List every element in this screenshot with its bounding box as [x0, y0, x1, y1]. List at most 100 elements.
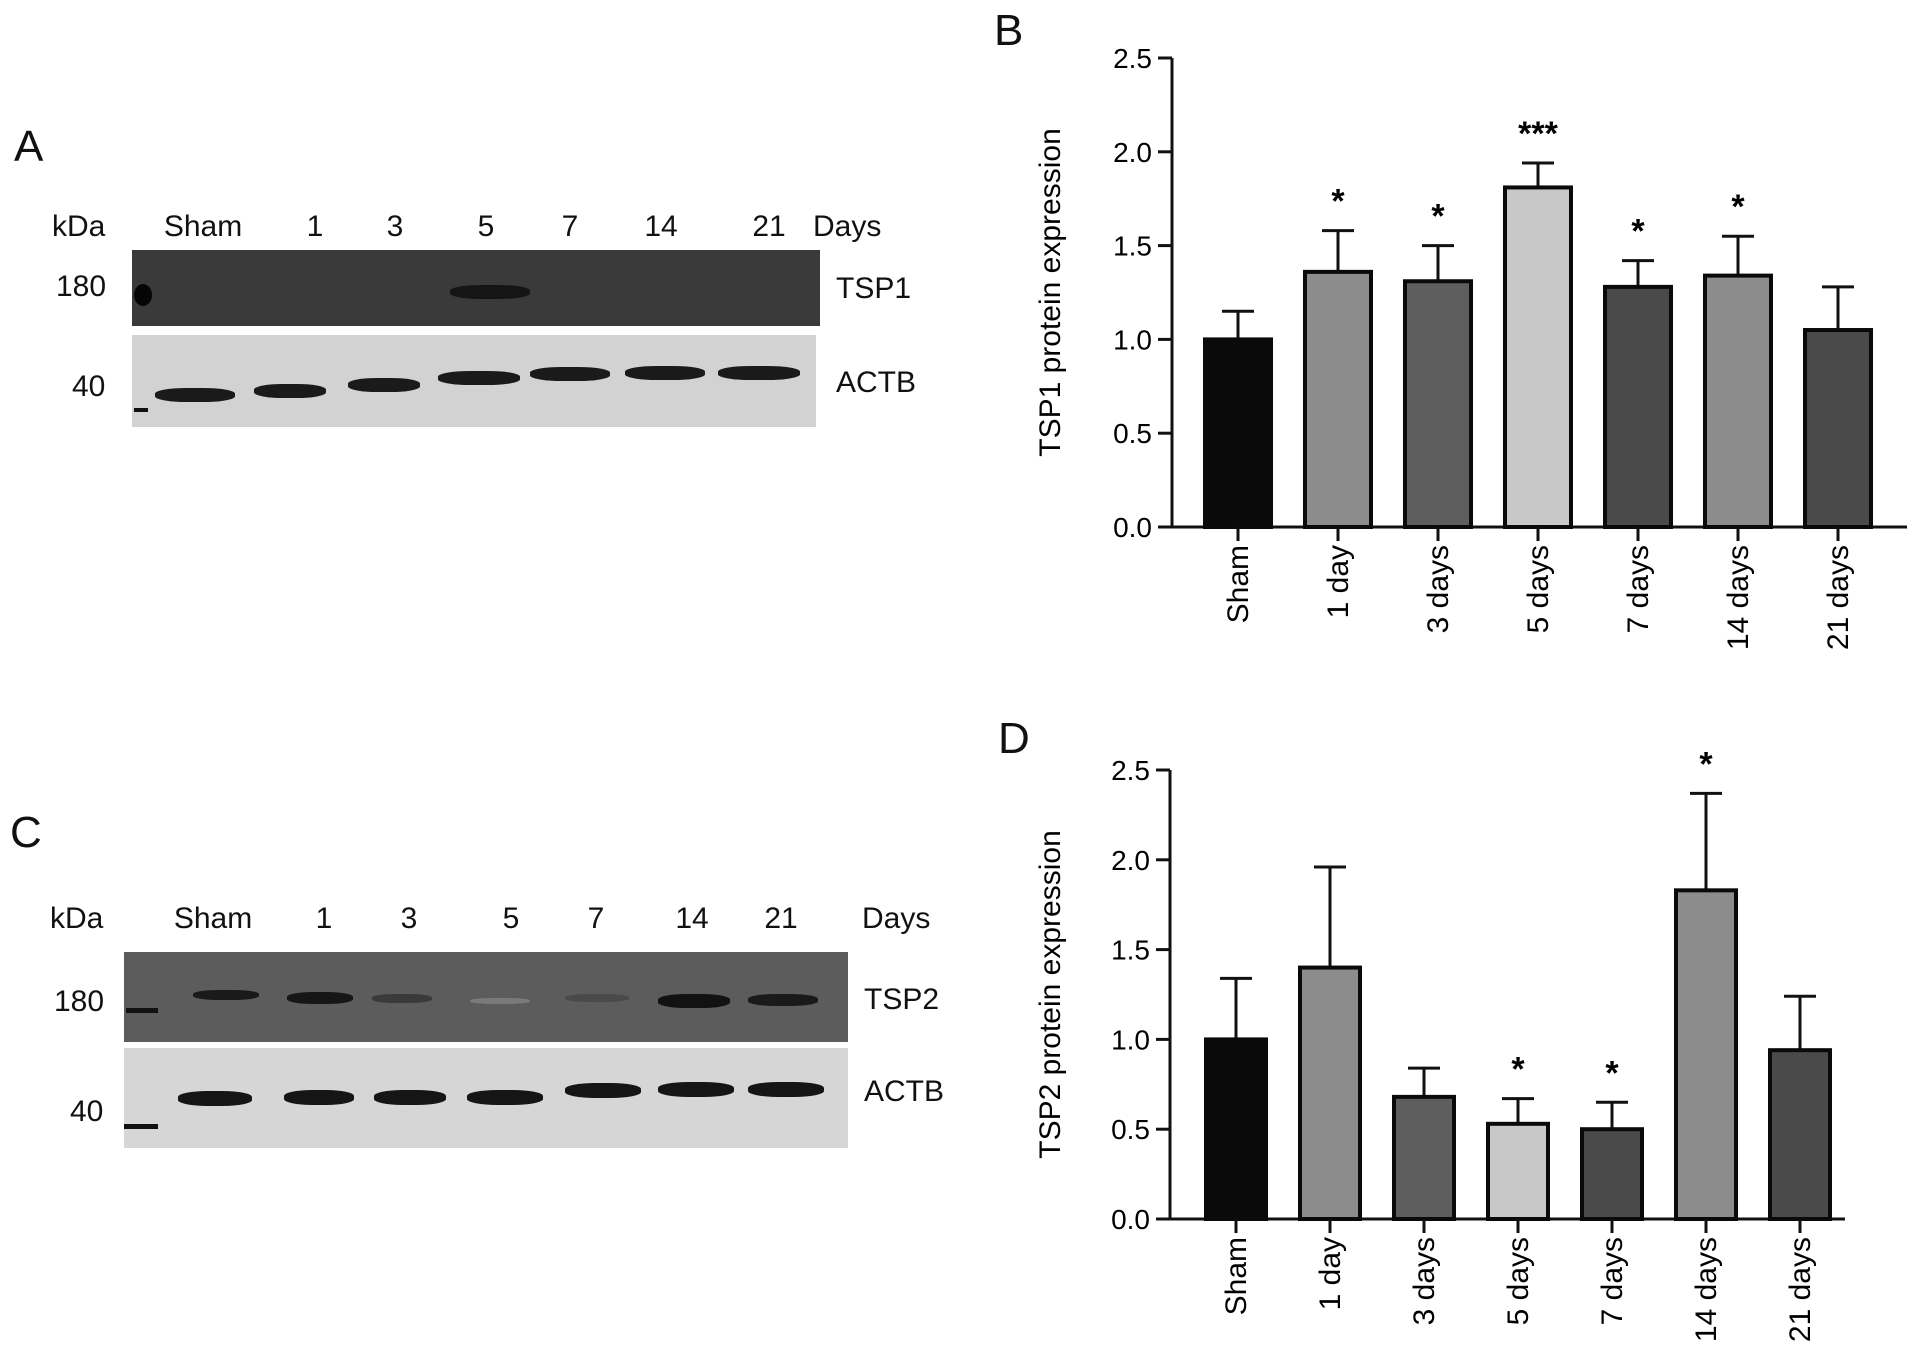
marker-dot — [134, 284, 152, 306]
days-label-c: Days — [862, 902, 931, 935]
lane-label: 5 — [477, 210, 495, 243]
lane-label: Sham — [163, 210, 243, 243]
bar — [1580, 1127, 1644, 1222]
x-tick-label: 14 days — [1722, 545, 1755, 650]
lane-label: 7 — [587, 902, 605, 935]
tsp2-band — [470, 998, 530, 1004]
lane-label: 14 — [675, 902, 709, 935]
x-tick-label: 5 days — [1502, 1237, 1535, 1325]
y-tick-label: 1.5 — [1113, 231, 1152, 262]
bar — [1703, 273, 1773, 529]
tsp2-protein-label: TSP2 — [864, 983, 940, 1016]
actb-band — [348, 378, 420, 392]
actb-band — [284, 1090, 354, 1105]
x-tick-label: 3 days — [1422, 545, 1455, 633]
y-tick-label: 2.5 — [1113, 43, 1152, 74]
y-tick-label: 1.0 — [1113, 324, 1152, 355]
lane-label: 7 — [561, 210, 579, 243]
x-tick-label: Sham — [1220, 1237, 1253, 1315]
significance-marker: * — [1731, 188, 1745, 226]
lane-label: 3 — [386, 210, 404, 243]
tsp2-band — [287, 992, 353, 1004]
lane-label: 1 — [306, 210, 324, 243]
marker-tick-40-c — [124, 1124, 158, 1129]
significance-marker: * — [1605, 1054, 1619, 1092]
lane-label: 21 — [752, 210, 786, 243]
bar — [1603, 284, 1673, 530]
bar — [1803, 328, 1873, 529]
bar — [1298, 965, 1362, 1221]
bar — [1204, 1037, 1268, 1221]
tsp1-protein-label: TSP1 — [836, 272, 912, 305]
panel-letter-b: B — [994, 6, 1024, 55]
tsp1-bar-chart: TSP1 protein expression 0.0 0.5 1.0 1.5 2.0 2.… — [1034, 43, 1907, 650]
lane-label: 5 — [502, 902, 520, 935]
actb-band — [178, 1091, 252, 1106]
actb-band — [155, 388, 235, 402]
y-tick-label: 0.5 — [1111, 1114, 1150, 1145]
marker-40-label-c: 40 — [70, 1095, 104, 1128]
y-tick-label: 2.0 — [1111, 845, 1150, 876]
actb-band — [718, 366, 800, 380]
x-tick-label: 5 days — [1522, 545, 1555, 633]
y-tick-label: 0.0 — [1113, 512, 1152, 543]
y-tick-label: 0.5 — [1113, 418, 1152, 449]
bar — [1674, 888, 1738, 1221]
y-tick-label: 2.0 — [1113, 137, 1152, 168]
significance-marker: * — [1511, 1051, 1525, 1089]
actb-band — [254, 384, 326, 398]
actb-protein-label-c: ACTB — [864, 1075, 945, 1108]
actb-band — [530, 367, 610, 381]
tsp2-band — [193, 990, 259, 1000]
y-tick-label: 1.5 — [1111, 935, 1150, 966]
marker-tick — [134, 408, 148, 412]
days-label: Days — [813, 210, 882, 243]
significance-marker: *** — [1518, 115, 1558, 153]
x-tick-label: 1 day — [1314, 1237, 1347, 1310]
significance-marker: * — [1431, 198, 1445, 236]
panel-letter-a: A — [14, 122, 44, 171]
x-tick-label: 21 days — [1822, 545, 1855, 650]
marker-180-label-c: 180 — [54, 985, 105, 1018]
significance-marker: * — [1699, 745, 1713, 783]
bar — [1392, 1094, 1456, 1222]
actb-band — [565, 1083, 641, 1098]
bar — [1486, 1121, 1550, 1222]
lane-label: 1 — [315, 902, 333, 935]
bar — [1768, 1048, 1832, 1221]
bar — [1403, 279, 1473, 529]
bar — [1503, 185, 1573, 529]
significance-marker: * — [1331, 183, 1345, 221]
y-tick-label: 2.5 — [1111, 755, 1150, 786]
actb-band — [438, 371, 520, 385]
marker-180-label: 180 — [56, 270, 107, 303]
x-tick-label: 3 days — [1408, 1237, 1441, 1325]
marker-40-label: 40 — [72, 370, 106, 403]
bar — [1303, 269, 1373, 529]
lane-label: 3 — [400, 902, 418, 935]
tsp2-band — [565, 994, 629, 1002]
actb-band — [625, 366, 705, 380]
x-tick-label: 1 day — [1322, 545, 1355, 618]
lane-label: Sham — [173, 902, 253, 935]
significance-marker: * — [1631, 213, 1645, 251]
y-axis-label: TSP1 protein expression — [1034, 128, 1067, 457]
tsp2-band — [658, 994, 730, 1008]
y-tick-label: 0.0 — [1111, 1204, 1150, 1235]
tsp1-band — [450, 285, 530, 299]
tsp2-band — [748, 994, 818, 1006]
actb-protein-label-a: ACTB — [836, 366, 917, 399]
actb-band — [467, 1090, 543, 1105]
x-tick-label: Sham — [1222, 545, 1255, 623]
tsp2-bar-chart: TSP2 protein expression 0.0 0.5 1.0 1.5 2.0 2.… — [1034, 745, 1845, 1342]
marker-tick-180-c — [126, 1008, 158, 1013]
panel-letter-c: C — [10, 808, 42, 857]
x-tick-label: 21 days — [1784, 1237, 1817, 1342]
bar — [1203, 337, 1273, 529]
panel-letter-d: D — [998, 714, 1030, 763]
lane-label: 14 — [644, 210, 678, 243]
y-axis-label: TSP2 protein expression — [1034, 830, 1067, 1159]
kda-label-c: kDa — [50, 902, 104, 935]
tsp2-band — [372, 994, 432, 1003]
x-tick-label: 14 days — [1690, 1237, 1723, 1342]
